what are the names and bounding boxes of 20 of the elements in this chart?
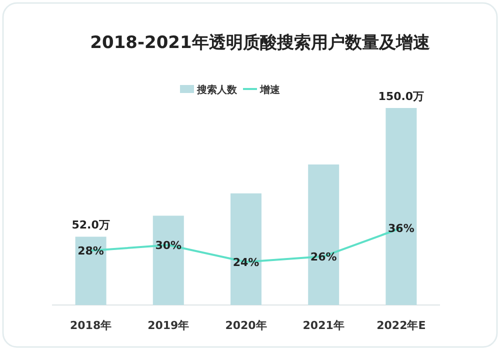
x-tick-label: 2022年E (376, 319, 426, 332)
bar (230, 193, 262, 305)
data-label: 52.0万 (72, 218, 110, 232)
data-label: 26% (310, 250, 337, 264)
chart-title: 2018-2021年透明质酸搜索用户数量及增速 (90, 33, 430, 53)
legend-label: 搜索人数 (196, 84, 238, 96)
x-tick-label: 2020年 (225, 319, 267, 332)
bar (386, 108, 417, 305)
bar (75, 236, 106, 305)
data-label: 24% (232, 256, 260, 269)
data-label: 30% (155, 239, 182, 252)
bar (308, 164, 340, 305)
data-label: 150.0万 (378, 90, 424, 103)
bar (152, 216, 184, 305)
legend-label: 增速 (259, 84, 281, 96)
x-tick-label: 2018年 (70, 319, 112, 332)
x-tick-label: 2019年 (148, 319, 190, 332)
x-tick-label: 2021年 (302, 319, 344, 332)
data-label: 28% (78, 244, 104, 258)
data-label: 36% (388, 222, 414, 235)
